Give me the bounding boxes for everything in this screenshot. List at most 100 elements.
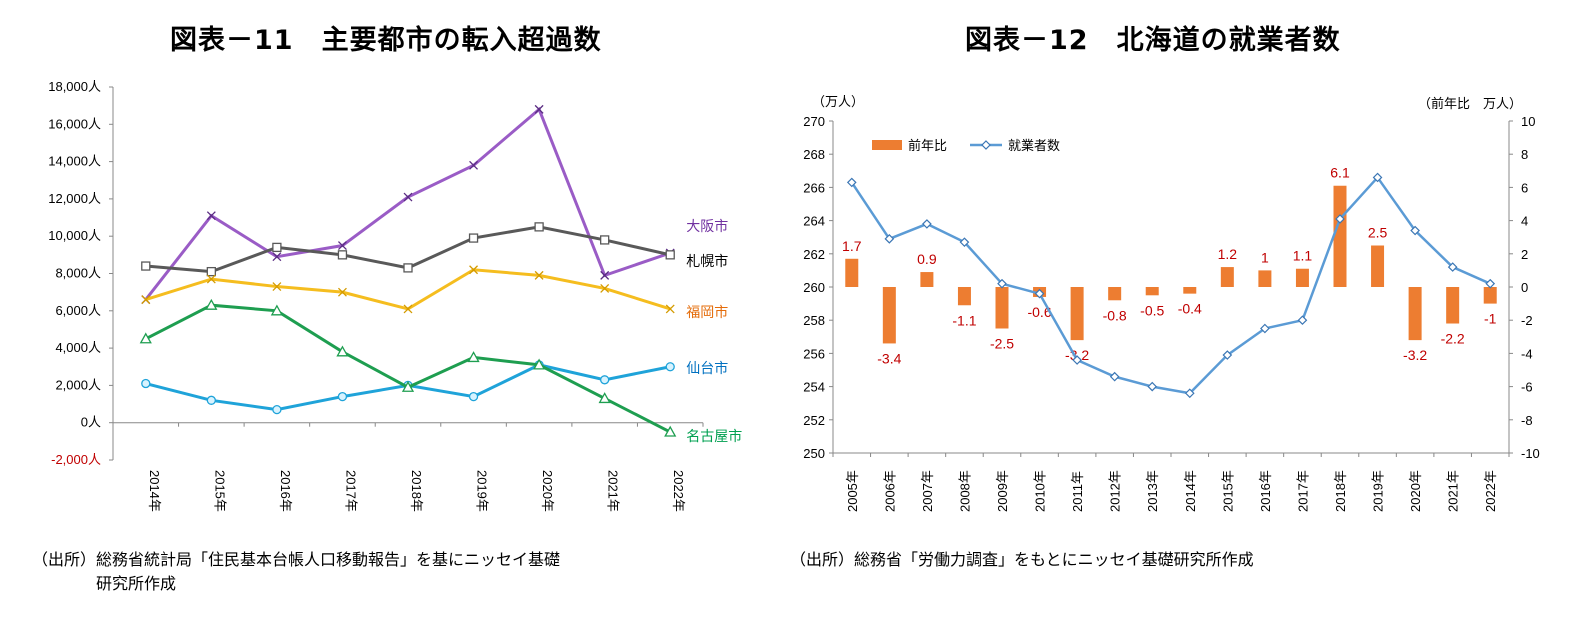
- y-tick-label-left: 0人: [81, 415, 101, 430]
- employment-point: [1260, 323, 1270, 334]
- data-point: [468, 233, 479, 243]
- source-note-right: （出所）総務省「労働力調査」をもとにニッセイ基礎研究所作成: [790, 550, 1254, 569]
- data-point: [665, 304, 675, 314]
- source-note-left-line1: （出所）総務省統計局「住民基本台帳人口移動報告」を基にニッセイ基礎: [32, 550, 561, 569]
- bar-data-label: -0.4: [1178, 301, 1202, 317]
- employment-line: [850, 175, 1491, 395]
- x-tick-label-right: 2008年: [957, 470, 972, 512]
- y-tick-label-right-left: 260: [803, 280, 825, 295]
- bar-data-label: -3.4: [877, 350, 901, 366]
- data-point: [206, 266, 216, 277]
- employment-point: [1447, 262, 1458, 272]
- series-label-名古屋市: 名古屋市: [686, 428, 742, 445]
- data-point: [272, 282, 282, 292]
- x-tick-label-left: 2014年: [147, 470, 162, 512]
- bar-2018年: [1333, 185, 1347, 287]
- bar-data-label: -0.8: [1103, 307, 1127, 323]
- data-point: [600, 375, 610, 385]
- y-tick-label-right-left: 258: [803, 313, 825, 328]
- bar-data-label: 0.9: [917, 251, 937, 267]
- bar-2019年: [1371, 245, 1385, 287]
- x-tick-label-right: 2010年: [1033, 470, 1048, 512]
- bar-2015年: [1220, 267, 1234, 287]
- x-tick-label-right: 2021年: [1446, 470, 1461, 512]
- bar-data-label: -1: [1484, 311, 1497, 327]
- employment-point: [1222, 350, 1233, 360]
- bar-data-label: -1.1: [952, 312, 976, 328]
- x-tick-label-right: 2020年: [1408, 470, 1423, 512]
- data-point: [468, 391, 479, 402]
- y-tick-label-right-left: 270: [803, 114, 825, 129]
- data-point: [401, 380, 415, 392]
- x-tick-label-right: 2012年: [1108, 470, 1123, 512]
- data-point: [139, 332, 152, 344]
- bar-data-label: 1.7: [842, 238, 862, 254]
- bar-data-label: 6.1: [1330, 165, 1350, 181]
- employment-point: [1072, 355, 1082, 365]
- bar-data-label: 1.1: [1293, 248, 1313, 264]
- y-tick-label-right-right: -10: [1521, 446, 1540, 461]
- bar-2020年: [1408, 287, 1422, 341]
- series-福岡市: [141, 265, 675, 314]
- bar-2012年: [1108, 287, 1122, 301]
- series-label-札幌市: 札幌市: [686, 253, 728, 270]
- bar-2008年: [957, 287, 971, 306]
- series-label-仙台市: 仙台市: [686, 360, 728, 377]
- employment-point: [1335, 214, 1345, 224]
- series-名古屋市: [139, 298, 677, 437]
- employment-point: [1297, 315, 1308, 326]
- y-tick-label-right-right: -4: [1521, 346, 1533, 361]
- right-axis-unit: （前年比 万人）: [1418, 96, 1522, 111]
- x-tick-label-left: 2022年: [671, 470, 686, 512]
- data-point: [403, 192, 413, 202]
- y-tick-label-left: 10,000人: [48, 228, 101, 243]
- data-point: [469, 265, 479, 275]
- bar-2014年: [1183, 287, 1197, 294]
- x-tick-label-right: 2019年: [1371, 470, 1386, 512]
- x-tick-label-right: 2018年: [1333, 470, 1348, 512]
- series-label-福岡市: 福岡市: [686, 304, 728, 321]
- data-point: [272, 242, 282, 253]
- y-tick-label-right-right: 0: [1521, 280, 1528, 295]
- data-point: [533, 358, 546, 370]
- y-tick-label-right-left: 254: [803, 380, 825, 395]
- x-tick-label-left: 2018年: [409, 470, 424, 512]
- data-point: [403, 263, 413, 273]
- legend-swatch-marker: [981, 140, 991, 150]
- left-axis-unit: （万人）: [812, 94, 864, 109]
- bar-2011年: [1070, 287, 1084, 341]
- bar-2017年: [1295, 268, 1309, 287]
- chart-title-right: 図表－12 北海道の就業者数: [965, 25, 1341, 56]
- data-point: [600, 283, 610, 293]
- data-point: [206, 211, 216, 221]
- data-point: [600, 235, 610, 245]
- x-tick-label-right: 2007年: [920, 470, 935, 512]
- data-point: [336, 345, 349, 357]
- data-point: [206, 395, 216, 405]
- y-tick-label-right-right: 10: [1521, 114, 1535, 129]
- x-tick-label-left: 2017年: [343, 470, 358, 512]
- data-point: [270, 304, 283, 316]
- bar-data-label: -2.2: [1441, 331, 1465, 347]
- x-tick-label-left: 2020年: [540, 470, 555, 512]
- bar-data-label: -2.5: [990, 336, 1014, 352]
- bar-data-label: 2.5: [1368, 225, 1388, 241]
- y-tick-label-right-right: -2: [1521, 313, 1533, 328]
- legend-right: 前年比 就業者数: [872, 138, 1060, 154]
- series-label-大阪市: 大阪市: [686, 218, 728, 235]
- legend-label-line: 就業者数: [1008, 138, 1060, 154]
- data-point: [598, 392, 611, 404]
- source-note-left: （出所）総務省統計局「住民基本台帳人口移動報告」を基にニッセイ基礎 研究所作成: [32, 548, 560, 596]
- y-tick-label-left: 14,000人: [48, 154, 101, 169]
- x-tick-label-right: 2015年: [1220, 470, 1235, 512]
- employment-point: [846, 177, 857, 188]
- x-tick-label-left: 2019年: [475, 470, 490, 512]
- y-tick-label-right-right: 2: [1521, 247, 1528, 262]
- x-tick-label-right: 2013年: [1145, 470, 1160, 512]
- data-point: [467, 351, 480, 363]
- data-point: [337, 241, 347, 250]
- bar-data-label: 1.2: [1218, 246, 1238, 262]
- x-tick-label-right: 2017年: [1295, 470, 1310, 512]
- y-tick-label-right-left: 264: [803, 214, 825, 229]
